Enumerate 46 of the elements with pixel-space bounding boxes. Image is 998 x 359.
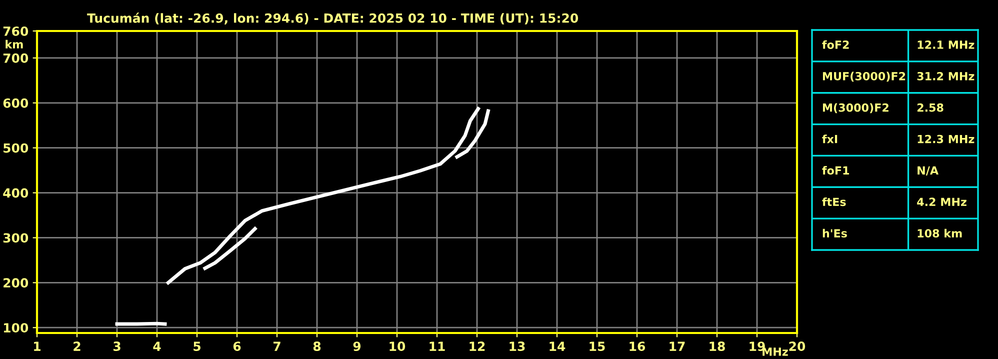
y-tick-label: 760 (3, 26, 28, 36)
line-series (166, 107, 480, 284)
x-tick-label: 3 (113, 342, 120, 352)
x-tick-label: 1 (34, 342, 40, 351)
x-tick-label: 18 (710, 342, 725, 352)
x-tick-label: 19 (750, 342, 765, 352)
x-axis-title: MHz (762, 348, 788, 356)
x-tick-label: 14 (550, 342, 566, 351)
x-tick-label: 20 (789, 342, 806, 352)
x-tick-label: 11 (430, 342, 445, 351)
chart-title: Tucumán (lat: -26.9, lon: 294.6) - DATE: 2025 02 10 - TIME (UT): 15:20 (87, 12, 578, 24)
y-tick-label: 300 (3, 233, 28, 243)
x-tick-label: 7 (273, 342, 280, 351)
text: 4.2 MHz (917, 198, 966, 206)
x-tick-label: 5 (194, 342, 200, 352)
x-tick-label: 16 (630, 342, 646, 352)
text: MUF(3000)F2 (822, 72, 906, 82)
x-tick-label: 13 (510, 342, 525, 352)
text: fxI (822, 134, 838, 144)
y-tick-label: 100 (4, 323, 28, 333)
x-tick-label: 4 (153, 342, 161, 351)
x-tick-label: 2 (74, 342, 80, 351)
x-tick-label: 17 (670, 342, 685, 351)
text: M(3000)F2 (822, 103, 888, 114)
text: N/A (918, 166, 938, 176)
x-tick-label: 9 (353, 342, 361, 352)
y-tick-label: 400 (3, 188, 28, 198)
text: 108 km (918, 228, 962, 238)
text: ftEs (822, 197, 846, 206)
text: 12.1 MHz (918, 40, 974, 49)
y-tick-label: 700 (3, 53, 28, 63)
text: foF1 (822, 166, 849, 175)
y-tick-label: 600 (3, 98, 28, 108)
text: 12.3 MHz (918, 134, 974, 144)
x-tick-label: 10 (390, 342, 406, 352)
x-tick-label: 8 (313, 342, 321, 352)
y-tick-label: 500 (4, 143, 28, 153)
x-tick-label: 6 (233, 342, 241, 352)
text: foF2 (822, 40, 849, 49)
y-tick-label: 200 (4, 278, 28, 288)
y-axis-title: km (6, 40, 23, 48)
x-tick-label: 15 (590, 342, 605, 352)
text: h'Es (822, 228, 847, 238)
text: 2.58 (917, 103, 944, 112)
text: 31.2 MHz (917, 72, 974, 80)
x-tick-label: 12 (470, 342, 485, 351)
